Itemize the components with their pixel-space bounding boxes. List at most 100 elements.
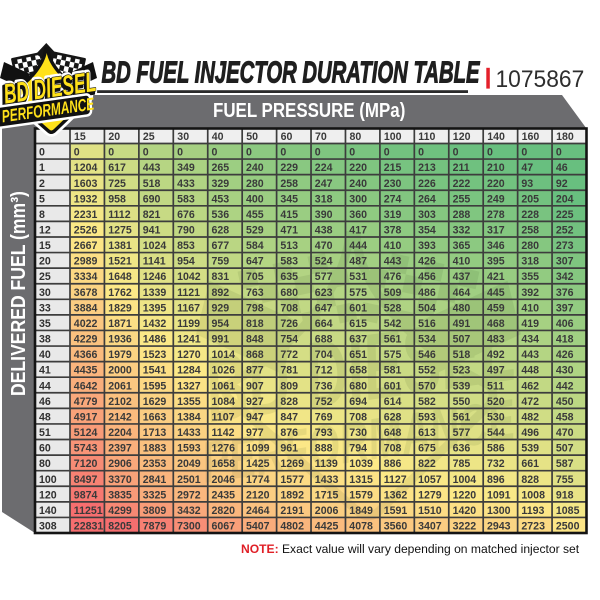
svg-text:470: 470 [556, 427, 574, 439]
svg-text:249: 249 [487, 193, 505, 205]
svg-text:93: 93 [521, 178, 533, 190]
svg-text:583: 583 [177, 193, 195, 205]
svg-text:426: 426 [556, 349, 574, 361]
svg-text:2: 2 [39, 178, 45, 190]
svg-text:561: 561 [384, 334, 402, 346]
svg-text:421: 421 [487, 271, 505, 283]
svg-text:226: 226 [418, 178, 436, 190]
svg-text:1355: 1355 [177, 396, 201, 408]
svg-text:365: 365 [453, 240, 471, 252]
svg-text:376: 376 [556, 287, 574, 299]
svg-text:2501: 2501 [177, 474, 201, 486]
svg-text:708: 708 [349, 412, 367, 424]
svg-text:360: 360 [349, 209, 367, 221]
svg-text:1433: 1433 [177, 427, 201, 439]
svg-text:831: 831 [212, 271, 230, 283]
svg-text:438: 438 [315, 225, 333, 237]
svg-text:581: 581 [384, 365, 402, 377]
svg-text:1121: 1121 [177, 287, 200, 299]
svg-text:1577: 1577 [280, 474, 304, 486]
svg-text:593: 593 [418, 412, 436, 424]
svg-text:0: 0 [39, 147, 45, 159]
svg-text:617: 617 [108, 162, 126, 174]
svg-text:628: 628 [384, 412, 402, 424]
svg-text:927: 927 [246, 396, 264, 408]
svg-text:255: 255 [453, 193, 471, 205]
svg-text:12: 12 [39, 225, 51, 237]
svg-text:464: 464 [453, 287, 471, 299]
svg-text:450: 450 [556, 396, 574, 408]
svg-text:847: 847 [280, 412, 298, 424]
svg-text:1871: 1871 [108, 318, 132, 330]
svg-text:35: 35 [39, 318, 51, 330]
svg-text:378: 378 [384, 225, 402, 237]
svg-text:544: 544 [487, 427, 505, 439]
svg-text:395: 395 [487, 256, 505, 268]
svg-text:1204: 1204 [74, 162, 98, 174]
svg-text:1099: 1099 [246, 443, 270, 455]
svg-text:7300: 7300 [177, 521, 201, 533]
svg-text:3370: 3370 [108, 474, 132, 486]
svg-text:4366: 4366 [74, 349, 98, 361]
svg-text:390: 390 [315, 209, 333, 221]
svg-text:4078: 4078 [349, 521, 373, 533]
svg-text:818: 818 [246, 318, 264, 330]
svg-text:2989: 2989 [74, 256, 98, 268]
svg-text:355: 355 [521, 271, 539, 283]
svg-text:876: 876 [280, 427, 298, 439]
svg-text:497: 497 [487, 365, 505, 377]
svg-text:518: 518 [453, 349, 471, 361]
svg-text:317: 317 [487, 225, 505, 237]
svg-text:20: 20 [108, 131, 120, 143]
svg-text:0: 0 [212, 147, 218, 159]
svg-text:434: 434 [521, 334, 539, 346]
svg-text:110: 110 [418, 131, 435, 143]
svg-text:0: 0 [487, 147, 493, 159]
svg-text:458: 458 [556, 412, 574, 424]
svg-text:258: 258 [521, 225, 539, 237]
svg-text:11251: 11251 [74, 505, 103, 517]
svg-text:635: 635 [280, 271, 298, 283]
svg-text:471: 471 [280, 225, 298, 237]
svg-text:958: 958 [108, 193, 126, 205]
svg-text:2723: 2723 [521, 521, 545, 533]
svg-text:5743: 5743 [74, 443, 98, 455]
svg-text:1: 1 [39, 162, 45, 174]
svg-text:4229: 4229 [74, 334, 98, 346]
svg-text:213: 213 [418, 162, 436, 174]
svg-text:308: 308 [39, 521, 57, 533]
svg-text:754: 754 [280, 334, 298, 346]
svg-text:1327: 1327 [177, 380, 201, 392]
svg-text:798: 798 [246, 302, 264, 314]
svg-text:5407: 5407 [246, 521, 270, 533]
svg-text:509: 509 [384, 287, 402, 299]
svg-text:918: 918 [556, 489, 574, 501]
svg-text:2006: 2006 [315, 505, 339, 517]
svg-text:1883: 1883 [143, 443, 167, 455]
svg-text:1603: 1603 [74, 178, 98, 190]
svg-text:518: 518 [143, 178, 161, 190]
svg-text:1979: 1979 [108, 349, 132, 361]
svg-text:4779: 4779 [74, 396, 98, 408]
svg-text:615: 615 [349, 318, 367, 330]
svg-text:601: 601 [384, 380, 402, 392]
svg-text:453: 453 [212, 193, 230, 205]
svg-text:1246: 1246 [143, 271, 167, 283]
svg-text:763: 763 [246, 287, 264, 299]
svg-text:1220: 1220 [453, 489, 477, 501]
svg-text:22831: 22831 [74, 521, 104, 533]
svg-text:2464: 2464 [246, 505, 270, 517]
svg-text:40: 40 [39, 349, 51, 361]
svg-text:3432: 3432 [177, 505, 201, 517]
svg-text:1384: 1384 [177, 412, 201, 424]
svg-text:529: 529 [246, 225, 264, 237]
svg-text:1420: 1420 [453, 505, 477, 517]
svg-text:1362: 1362 [384, 489, 408, 501]
svg-text:2191: 2191 [280, 505, 304, 517]
svg-text:44: 44 [39, 380, 51, 392]
svg-text:280: 280 [246, 178, 264, 190]
svg-text:809: 809 [280, 380, 298, 392]
svg-text:433: 433 [177, 178, 195, 190]
svg-text:785: 785 [453, 458, 471, 470]
svg-text:0: 0 [74, 147, 80, 159]
